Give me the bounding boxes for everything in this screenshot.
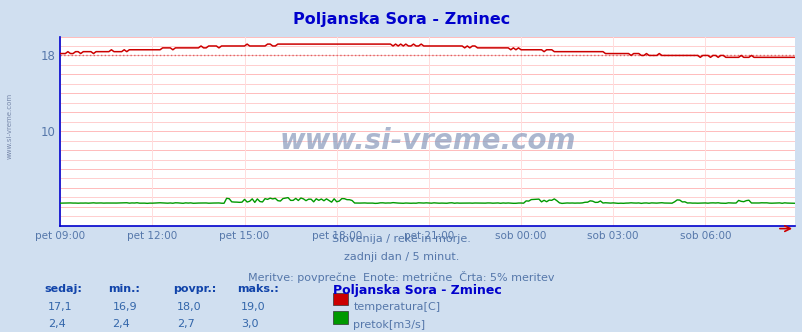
Text: www.si-vreme.com: www.si-vreme.com (279, 126, 575, 155)
Text: 3,0: 3,0 (241, 319, 258, 329)
Text: zadnji dan / 5 minut.: zadnji dan / 5 minut. (343, 252, 459, 262)
Text: 2,4: 2,4 (112, 319, 130, 329)
Text: 17,1: 17,1 (48, 302, 73, 312)
Text: 2,4: 2,4 (48, 319, 66, 329)
Text: pretok[m3/s]: pretok[m3/s] (353, 320, 425, 330)
Text: 2,7: 2,7 (176, 319, 194, 329)
Text: temperatura[C]: temperatura[C] (353, 302, 439, 312)
Text: Meritve: povprečne  Enote: metrične  Črta: 5% meritev: Meritve: povprečne Enote: metrične Črta:… (248, 271, 554, 283)
Text: Poljanska Sora - Zminec: Poljanska Sora - Zminec (333, 284, 501, 297)
Text: min.:: min.: (108, 284, 140, 294)
Text: 19,0: 19,0 (241, 302, 265, 312)
Text: 16,9: 16,9 (112, 302, 137, 312)
Text: Slovenija / reke in morje.: Slovenija / reke in morje. (332, 234, 470, 244)
Text: povpr.:: povpr.: (172, 284, 216, 294)
Text: 18,0: 18,0 (176, 302, 201, 312)
Text: sedaj:: sedaj: (44, 284, 82, 294)
Text: maks.:: maks.: (237, 284, 278, 294)
Text: www.si-vreme.com: www.si-vreme.com (6, 93, 12, 159)
Text: Poljanska Sora - Zminec: Poljanska Sora - Zminec (293, 12, 509, 27)
